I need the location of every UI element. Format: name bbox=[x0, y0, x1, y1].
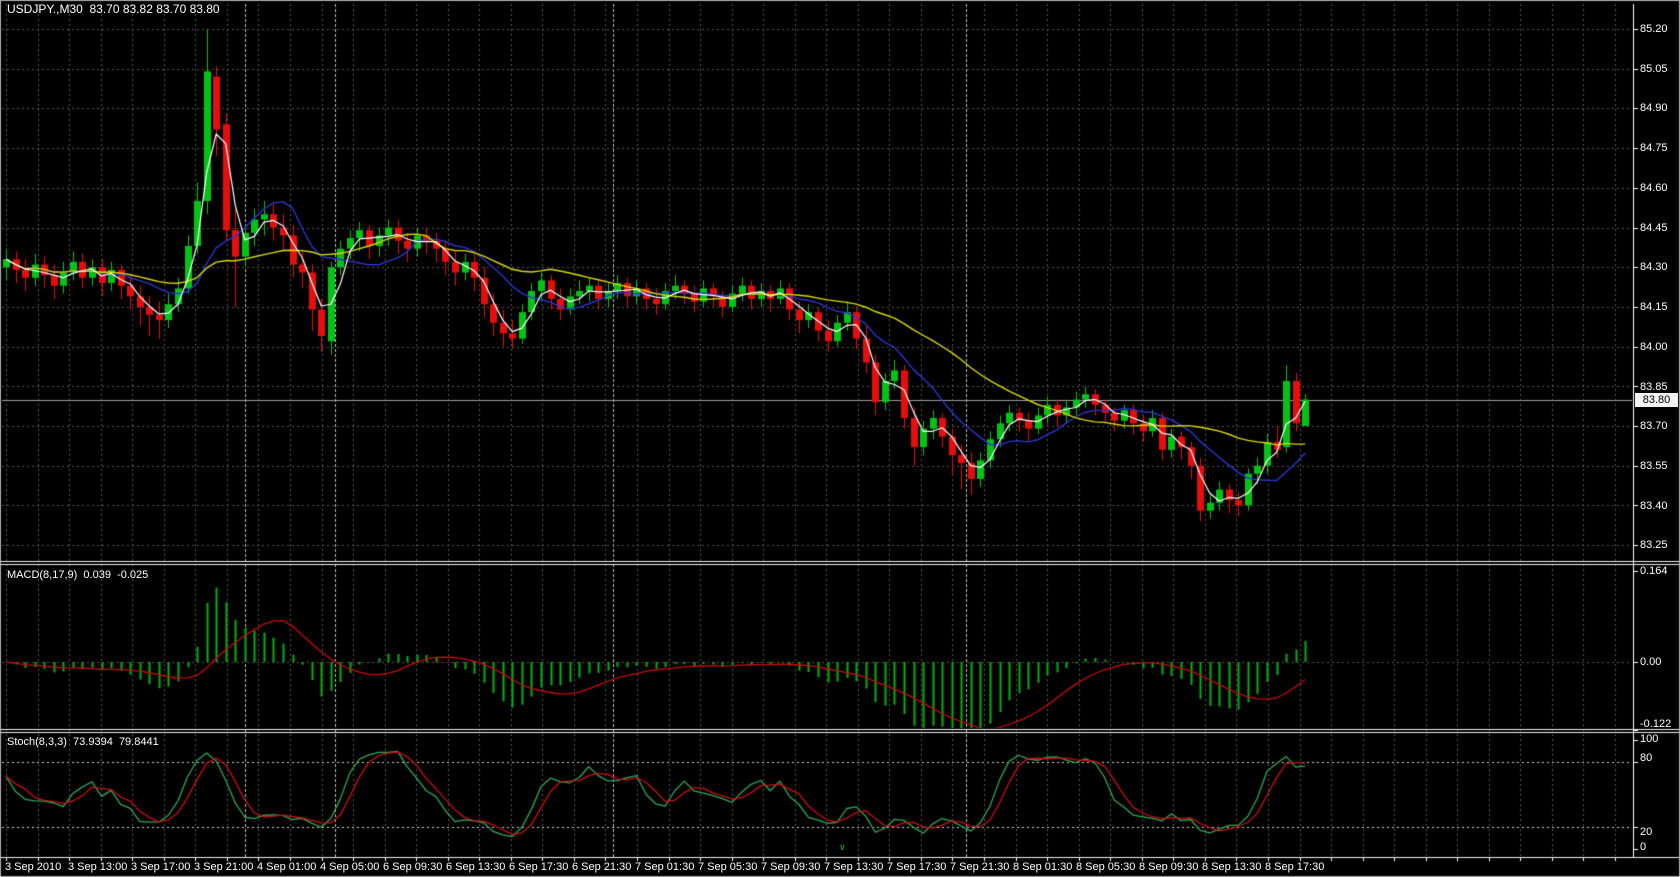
macd-name: MACD(8,17,9) bbox=[7, 569, 78, 581]
time-tick: 6 Sep 09:30 bbox=[383, 861, 443, 873]
stoch-tick: 100 bbox=[1640, 733, 1659, 745]
price-tick: 85.20 bbox=[1640, 23, 1668, 35]
macd-panel[interactable] bbox=[0, 566, 1633, 729]
time-tick: 3 Sep 2010 bbox=[5, 861, 62, 873]
time-tick: 7 Sep 05:30 bbox=[698, 861, 758, 873]
arrow-down-marker: ∨ bbox=[839, 842, 846, 852]
symbol-period-label: USDJPY.,M30 bbox=[7, 2, 83, 16]
stoch-tick: 80 bbox=[1640, 752, 1653, 764]
price-tick: 83.40 bbox=[1640, 500, 1668, 512]
time-tick: 6 Sep 13:30 bbox=[446, 861, 506, 873]
time-tick: 7 Sep 01:30 bbox=[635, 861, 695, 873]
time-tick: 7 Sep 13:30 bbox=[824, 861, 884, 873]
price-tick: 83.85 bbox=[1640, 381, 1668, 393]
price-tick: 84.15 bbox=[1640, 301, 1668, 313]
macd-value-main: 0.039 bbox=[83, 569, 111, 581]
time-tick: 8 Sep 13:30 bbox=[1202, 861, 1262, 873]
time-tick: 8 Sep 17:30 bbox=[1265, 861, 1325, 873]
time-tick: 7 Sep 09:30 bbox=[761, 861, 821, 873]
time-tick: 3 Sep 13:00 bbox=[68, 861, 128, 873]
price-tick: 84.90 bbox=[1640, 102, 1668, 114]
price-tick: 84.60 bbox=[1640, 182, 1668, 194]
price-tick: 84.00 bbox=[1640, 341, 1668, 353]
time-tick: 8 Sep 09:30 bbox=[1139, 861, 1199, 873]
macd-value-signal: -0.025 bbox=[117, 569, 149, 581]
stoch-tick: 20 bbox=[1640, 826, 1653, 838]
price-tick: 85.05 bbox=[1640, 63, 1668, 75]
price-tick: 84.30 bbox=[1640, 261, 1668, 273]
time-tick: 4 Sep 01:00 bbox=[257, 861, 317, 873]
current-price-badge: 83.80 bbox=[1635, 393, 1678, 407]
time-tick: 8 Sep 01:30 bbox=[1013, 861, 1073, 873]
stoch-name: Stoch(8,3,3) bbox=[7, 736, 67, 748]
price-tick: 84.45 bbox=[1640, 222, 1668, 234]
chart-title: USDJPY.,M30 83.70 83.82 83.70 83.80 bbox=[7, 2, 220, 16]
time-tick: 6 Sep 17:30 bbox=[509, 861, 569, 873]
ohlc-readout: 83.70 83.82 83.70 83.80 bbox=[89, 2, 220, 16]
stoch-indicator-label: Stoch(8,3,3) 73.9394 79.8441 bbox=[7, 736, 159, 748]
price-tick: 83.25 bbox=[1640, 539, 1668, 551]
main-chart-panel[interactable] bbox=[0, 4, 1633, 560]
stoch-panel[interactable] bbox=[0, 733, 1633, 858]
macd-indicator-label: MACD(8,17,9) 0.039 -0.025 bbox=[7, 569, 148, 581]
time-tick: 7 Sep 21:30 bbox=[950, 861, 1010, 873]
macd-tick: 0.164 bbox=[1640, 565, 1668, 577]
stoch-tick: 0 bbox=[1640, 841, 1647, 853]
time-tick: 3 Sep 17:00 bbox=[131, 861, 191, 873]
stoch-value-signal: 79.8441 bbox=[118, 736, 159, 748]
time-tick: 4 Sep 05:00 bbox=[320, 861, 380, 873]
time-tick: 3 Sep 21:00 bbox=[194, 861, 254, 873]
price-tick: 83.55 bbox=[1640, 460, 1668, 472]
price-tick: 84.75 bbox=[1640, 142, 1668, 154]
stoch-value-main: 73.9394 bbox=[73, 736, 113, 748]
time-tick: 7 Sep 17:30 bbox=[887, 861, 947, 873]
time-tick: 8 Sep 05:30 bbox=[1076, 861, 1136, 873]
price-tick: 83.70 bbox=[1640, 420, 1668, 432]
macd-tick: 0.00 bbox=[1640, 656, 1662, 668]
macd-tick: -0.122 bbox=[1640, 718, 1672, 730]
time-tick: 6 Sep 21:30 bbox=[572, 861, 632, 873]
